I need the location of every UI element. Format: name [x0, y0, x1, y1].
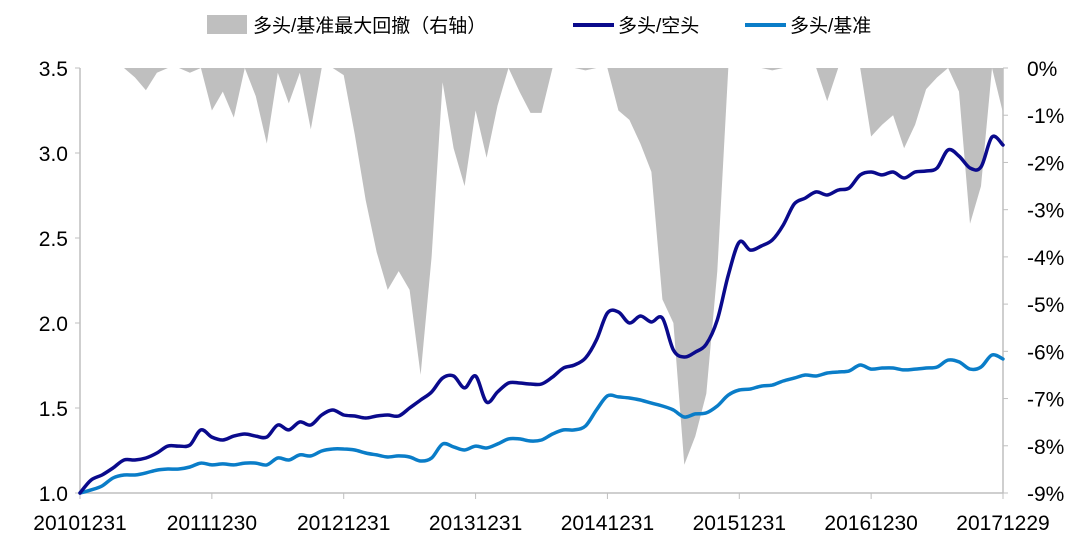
left-tick-label: 2.5: [39, 228, 68, 251]
right-tick-label: -4%: [1027, 247, 1064, 270]
left-tick-label: 1.5: [39, 398, 68, 421]
left-tick-label: 2.0: [39, 313, 68, 336]
left-tick-label: 1.0: [39, 483, 68, 506]
x-tick-label: 20171229: [956, 512, 1049, 535]
x-tick-label: 20151231: [693, 512, 786, 535]
left-tick-label: 3.5: [39, 58, 68, 81]
legend-label-long-benchmark: 多头/基准: [790, 15, 871, 37]
series-line-long-benchmark: [78, 353, 1005, 495]
left-tick-label: 3.0: [39, 143, 68, 166]
right-tick-label: -3%: [1027, 200, 1064, 223]
legend-label-long-short: 多头/空头: [618, 15, 699, 37]
series-line-long-short: [78, 134, 1005, 495]
legend-label-drawdown: 多头/基准最大回撤（右轴）: [253, 15, 486, 37]
right-tick-label: 0%: [1027, 58, 1057, 81]
drawdown-area: [80, 68, 1003, 465]
x-tick-label: 20141231: [561, 512, 654, 535]
x-tick-label: 20161230: [824, 512, 917, 535]
drawdown-area-layer: [80, 68, 1003, 465]
x-tick-label: 20131231: [429, 512, 522, 535]
right-tick-label: -9%: [1027, 483, 1064, 506]
x-tick-label: 20101231: [33, 512, 126, 535]
right-tick-label: -5%: [1027, 294, 1064, 317]
legend: 多头/基准最大回撤（右轴） 多头/空头 多头/基准: [207, 15, 871, 37]
x-tick-label: 20121231: [297, 512, 390, 535]
right-tick-label: -6%: [1027, 341, 1064, 364]
lines-layer: [78, 134, 1005, 495]
x-tick-label: 20111230: [167, 512, 257, 535]
legend-swatch-drawdown: [207, 15, 247, 34]
right-tick-label: -2%: [1027, 152, 1064, 175]
axes: 1.0 1.5 2.0 2.5 3.0 3.5 0% -1% -2% -3% -4% -5% -6% -7…: [33, 58, 1064, 535]
right-tick-label: -7%: [1027, 389, 1064, 412]
right-tick-label: -1%: [1027, 105, 1064, 128]
right-tick-label: -8%: [1027, 436, 1064, 459]
